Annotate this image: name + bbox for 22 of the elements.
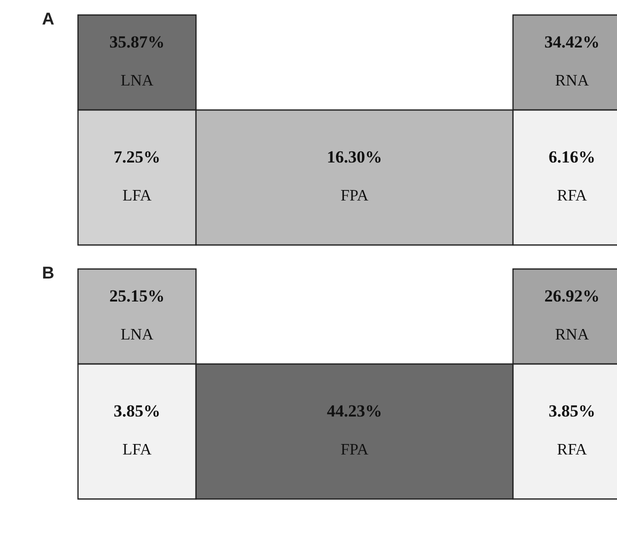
category-label: LNA (120, 72, 154, 90)
category-label: FPA (340, 442, 369, 458)
text: B (42, 263, 54, 282)
category-label: LNA (120, 326, 154, 344)
data-label: 26.92% (544, 286, 600, 306)
data-label: 3.85% (548, 402, 596, 420)
category-label: FPA (340, 188, 369, 204)
data-label: 35.87% (109, 32, 165, 52)
data-label: 3.85% (114, 402, 160, 420)
data-label: 34.42% (544, 32, 600, 52)
category-label: RFA (557, 442, 588, 458)
data-label: 6.16% (548, 148, 596, 166)
data-label: 7.25% (114, 148, 160, 166)
data-label: 16.30% (326, 148, 382, 166)
category-label: RNA (555, 72, 590, 90)
category-label: RNA (555, 326, 590, 344)
data-label: 44.23% (326, 402, 382, 420)
category-label: RFA (557, 188, 588, 204)
category-label: LFA (122, 188, 152, 204)
category-label: LFA (122, 442, 152, 458)
data-label: 25.15% (109, 286, 165, 306)
text: A (42, 9, 54, 28)
